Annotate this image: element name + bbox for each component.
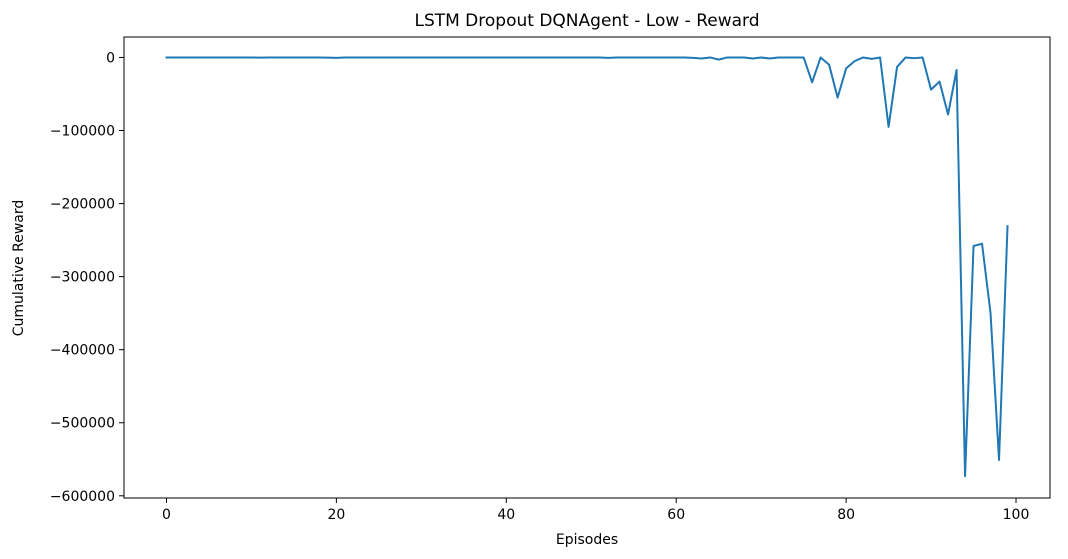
x-axis: 0 20 40 60 80 100 xyxy=(162,498,1029,523)
chart-title: LSTM Dropout DQNAgent - Low - Reward xyxy=(414,11,759,31)
x-tick-label: 0 xyxy=(162,507,171,523)
y-tick-label: −500000 xyxy=(50,416,115,432)
plot-background xyxy=(124,37,1050,498)
y-tick-label: −400000 xyxy=(50,343,115,359)
series-line xyxy=(165,56,1009,478)
x-tick-label: 80 xyxy=(837,507,855,523)
y-tick-label: 0 xyxy=(106,50,115,66)
x-tick-label: 40 xyxy=(497,507,515,523)
x-axis-label: Episodes xyxy=(556,532,618,548)
y-axis-label: Cumulative Reward xyxy=(11,200,27,337)
x-tick-label: 60 xyxy=(667,507,685,523)
x-tick-label: 100 xyxy=(1003,507,1030,523)
x-tick-label: 20 xyxy=(327,507,345,523)
plot-area xyxy=(124,37,1050,498)
y-tick-label: −300000 xyxy=(50,270,115,286)
y-axis: 0 −100000 −200000 −300000 −400000 −500000 −600… xyxy=(50,50,124,505)
plot-frame xyxy=(123,36,1051,499)
y-tick-label: −100000 xyxy=(50,124,115,140)
y-tick-label: −600000 xyxy=(50,489,115,505)
y-tick-label: −200000 xyxy=(50,197,115,213)
